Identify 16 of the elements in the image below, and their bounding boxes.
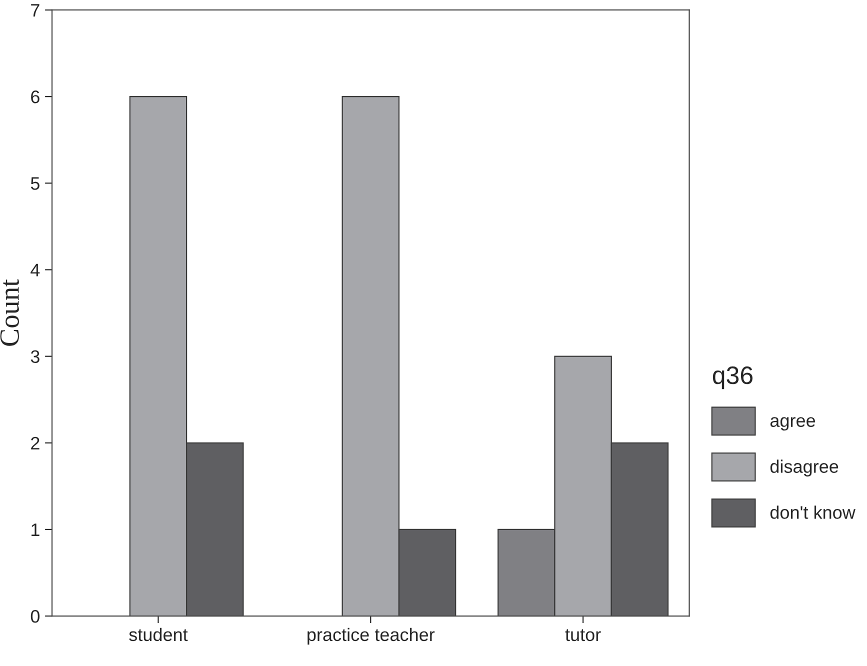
y-tick-label: 1 — [32, 524, 40, 536]
y-tick-label: 0 — [30, 610, 40, 623]
x-tick-label: practice teacher — [308, 628, 435, 645]
legend-label: disagree — [770, 460, 838, 477]
legend-title: q36 — [712, 366, 752, 390]
x-tick-label: tutor — [565, 629, 601, 642]
y-tick-label: 6 — [31, 90, 40, 104]
y-tick-label: 7 — [31, 4, 40, 17]
x-tick-label: student — [129, 628, 188, 642]
legend-label: don't know — [770, 506, 856, 519]
y-tick-label: 2 — [31, 436, 40, 450]
legend-label: agree — [770, 417, 816, 431]
y-tick-label: 4 — [30, 264, 40, 276]
y-tick-label: 3 — [30, 350, 40, 364]
y-axis-title: Count — [0, 279, 19, 346]
y-tick-label: 5 — [30, 177, 40, 190]
